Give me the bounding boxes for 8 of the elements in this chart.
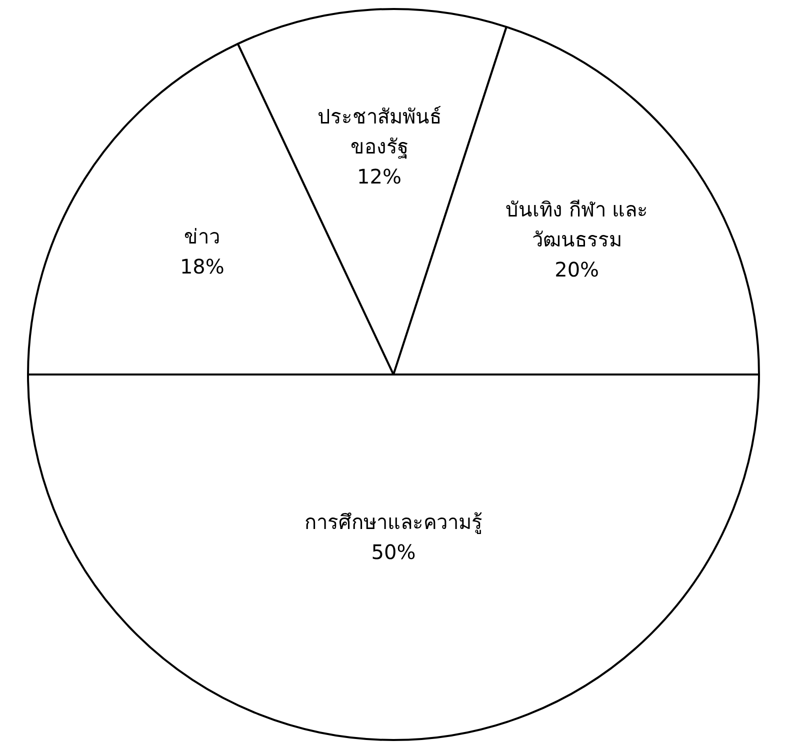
slice-label: บันเทิง กีฬา และ วัฒนธรรม (505, 198, 648, 252)
slice-label: การศึกษาและความรู้ (304, 510, 482, 536)
data-label: 50% (371, 540, 416, 564)
slice-label: ข่าว (184, 224, 220, 248)
data-label: 18% (180, 254, 224, 278)
slice-label: ประชาสัมพันธ์ของรัฐ (317, 104, 442, 159)
data-label: 12% (357, 164, 402, 189)
data-label: 20% (554, 258, 600, 282)
